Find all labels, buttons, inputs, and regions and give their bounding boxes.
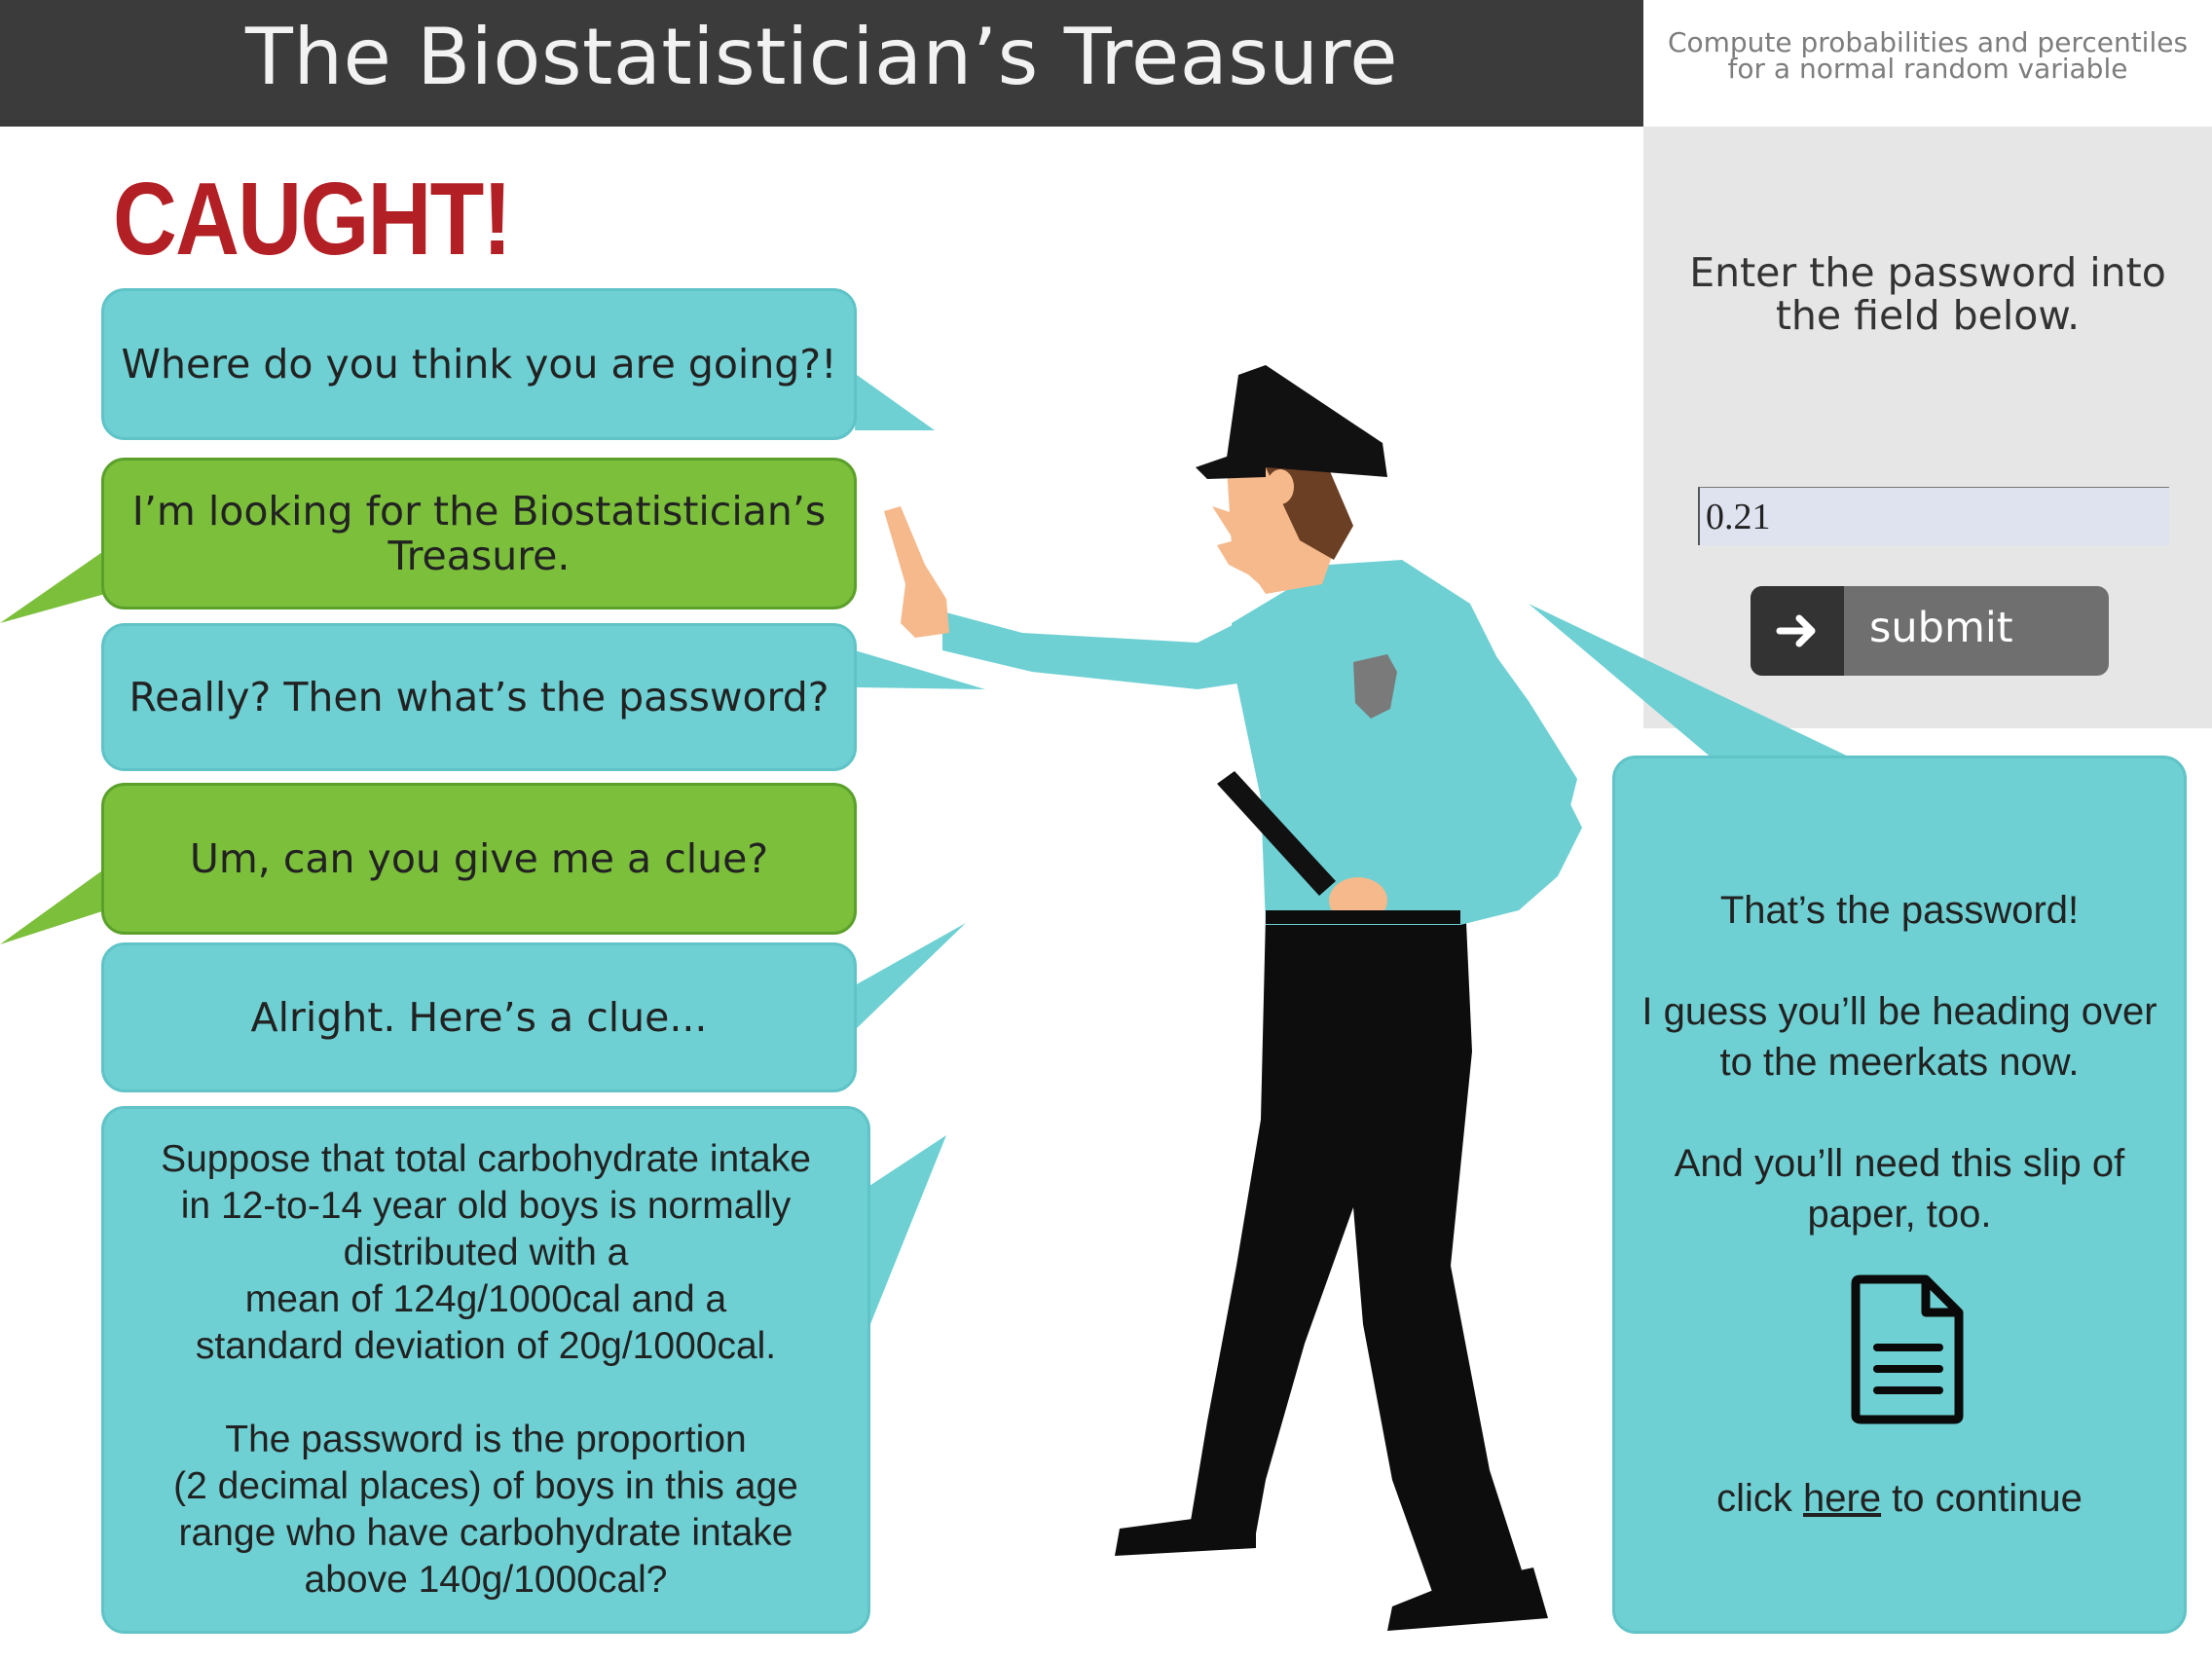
bubble-tail-1 <box>855 375 935 430</box>
bubble-tail-6 <box>866 1135 946 1334</box>
clue-line: standard deviation of 20g/1000cal. <box>195 1325 777 1367</box>
subtitle-line-1: Compute probabilities and percentiles <box>1667 26 2189 58</box>
clue-line: (2 decimal places) of boys in this age <box>173 1465 798 1507</box>
bubble-tail-5 <box>855 923 966 1030</box>
response-line-1: That’s the password! <box>1719 889 2080 932</box>
visitor-bubble-2: Um, can you give me a clue? <box>101 783 857 935</box>
visitor-line-2: Um, can you give me a clue? <box>189 835 769 882</box>
caught-heading: CAUGHT! <box>113 162 512 277</box>
clue-bubble: Suppose that total carbohydrate intake i… <box>101 1106 870 1634</box>
prompt-line-2: the field below. <box>1775 292 2081 339</box>
bubble-tail-4 <box>0 868 105 944</box>
clue-line: mean of 124g/1000cal and a <box>244 1278 727 1320</box>
password-input[interactable] <box>1698 487 2169 545</box>
officer-bubble-3: Alright. Here’s a clue... <box>101 942 857 1092</box>
visitor-bubble-1: I’m looking for the Biostatistician’s Tr… <box>101 458 857 609</box>
clue-line: Suppose that total carbohydrate intake <box>161 1138 811 1180</box>
response-line-3: to the meerkats now. <box>1719 1041 2080 1084</box>
response-line-5: paper, too. <box>1807 1193 1992 1236</box>
clue-line: in 12-to-14 year old boys is normally <box>180 1185 792 1227</box>
bubble-tail-2 <box>0 550 105 623</box>
officer-bubble-2: Really? Then what’s the password? <box>101 623 857 771</box>
bubble-tail-response <box>1529 604 1855 759</box>
submit-label: submit <box>1869 604 2013 652</box>
visitor-line-1a: I’m looking for the Biostatistician’s <box>131 488 827 535</box>
officer-bubble-1: Where do you think you are going?! <box>101 288 857 440</box>
bubble-tail-3 <box>855 650 985 689</box>
arrow-right-icon <box>1751 586 1844 676</box>
page-title: The Biostatistician’s Treasure <box>245 12 1398 102</box>
response-bubble: That’s the password! I guess you’ll be h… <box>1612 756 2187 1634</box>
clue-spacer <box>161 1370 811 1417</box>
prompt-line-1: Enter the password into <box>1689 249 2166 296</box>
response-line-2: I guess you’ll be heading over <box>1641 990 2157 1033</box>
clue-line: above 140g/1000cal? <box>304 1559 668 1601</box>
continue-post: to continue <box>1881 1477 2083 1520</box>
visitor-line-1b: Treasure. <box>387 533 571 579</box>
clue-line: The password is the proportion <box>225 1419 747 1460</box>
response-line-4: And you’ll need this slip of <box>1674 1142 2125 1185</box>
clue-line: range who have carbohydrate intake <box>178 1512 793 1554</box>
police-officer-figure <box>884 365 1582 1631</box>
clue-line: distributed with a <box>343 1232 629 1273</box>
password-prompt: Enter the password into the field below. <box>1665 251 2191 337</box>
page-subtitle: Compute probabilities and percentiles fo… <box>1645 26 2210 85</box>
subtitle-line-2: for a normal random variable <box>1727 53 2128 85</box>
continue-text: click here to continue <box>1615 1473 2184 1524</box>
officer-line-3: Alright. Here’s a clue... <box>250 994 708 1041</box>
officer-line-2: Really? Then what’s the password? <box>129 674 830 720</box>
document-icon[interactable] <box>1850 1273 1967 1425</box>
continue-link[interactable]: here <box>1803 1477 1882 1520</box>
title-bar: The Biostatistician’s Treasure <box>0 0 1643 127</box>
continue-pre: click <box>1716 1477 1803 1520</box>
officer-line-1: Where do you think you are going?! <box>121 341 837 388</box>
submit-button[interactable]: submit <box>1751 586 2109 676</box>
